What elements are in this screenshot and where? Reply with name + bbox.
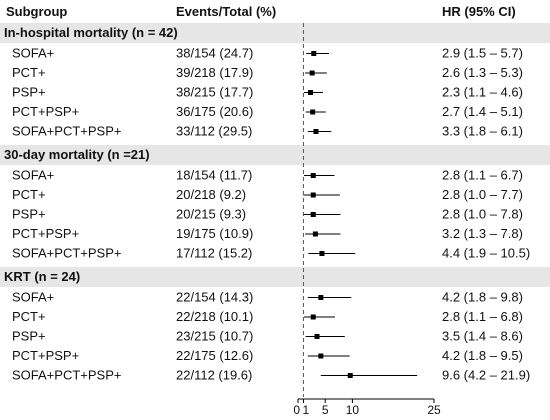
row-label: PCT+PSP+ <box>12 226 79 241</box>
row-events: 38/154 (24.7) <box>176 46 253 61</box>
hr-point <box>313 129 319 134</box>
row-label: SOFA+ <box>12 46 54 61</box>
row-label: PCT+PSP+ <box>12 348 79 363</box>
row-events: 22/154 (14.3) <box>176 290 253 305</box>
row-hr: 2.8 (1.0 – 7.8) <box>442 207 523 222</box>
row-events: 23/215 (10.7) <box>176 329 253 344</box>
hr-point <box>310 192 316 198</box>
group-title: 30-day mortality (n =21) <box>4 147 150 162</box>
column-headers: Subgroup Events/Total (%) HR (95% CI) <box>6 4 516 19</box>
events-column-header: Events/Total (%) <box>176 4 276 19</box>
group-title: KRT (n = 24) <box>4 269 80 284</box>
row-hr: 9.6 (4.2 – 21.9) <box>442 368 530 383</box>
plot-area <box>302 23 418 397</box>
x-axis: 0 1 5 10 25 <box>293 398 441 417</box>
row-hr: 4.2 (1.8 – 9.5) <box>442 348 523 363</box>
row-events: 20/215 (9.3) <box>176 207 246 222</box>
subgroup-column-header: Subgroup <box>6 4 67 19</box>
row-label: PSP+ <box>12 329 46 344</box>
row-label: PCT+ <box>12 309 46 324</box>
row-events: 38/215 (17.7) <box>176 85 253 100</box>
row-events: 18/154 (11.7) <box>176 168 252 183</box>
row-events: 17/112 (15.2) <box>176 246 252 261</box>
row-hr: 2.8 (1.1 – 6.7) <box>442 168 523 183</box>
hr-point <box>347 373 353 378</box>
row-events: 36/175 (20.6) <box>176 104 253 119</box>
hr-point <box>310 109 316 115</box>
x-tick-label: 0 <box>293 403 300 417</box>
row-hr: 2.3 (1.1 – 4.6) <box>442 85 523 100</box>
row-hr: 3.3 (1.8 – 6.1) <box>442 124 523 139</box>
row-hr: 2.7 (1.4 – 5.1) <box>442 104 523 119</box>
group-bands <box>0 23 550 287</box>
hr-point <box>318 353 324 359</box>
hr-point <box>312 231 318 237</box>
x-tick-label: 10 <box>346 403 360 417</box>
x-tick-label: 5 <box>322 403 329 417</box>
row-hr: 2.8 (1.0 – 7.7) <box>442 187 523 202</box>
row-hr: 2.6 (1.3 – 5.3) <box>442 65 523 80</box>
hr-point <box>318 295 324 300</box>
row-hr: 4.2 (1.8 – 9.8) <box>442 290 523 305</box>
row-events: 39/218 (17.9) <box>176 65 253 80</box>
row-label: PCT+ <box>12 65 46 80</box>
row-events: 22/175 (12.6) <box>176 348 253 363</box>
row-label: PSP+ <box>12 85 46 100</box>
row-events: 19/175 (10.9) <box>176 226 253 241</box>
group-band <box>0 145 550 165</box>
hr-point <box>310 212 316 217</box>
row-label: SOFA+PCT+PSP+ <box>12 368 121 383</box>
x-tick-label: 25 <box>427 403 441 417</box>
group-title: In-hospital mortality (n = 42) <box>4 25 178 40</box>
table-rows: In-hospital mortality (n = 42) SOFA+ 38/15… <box>4 25 530 383</box>
row-label: PCT+PSP+ <box>12 104 79 119</box>
group-band <box>0 23 550 43</box>
row-label: SOFA+ <box>12 290 54 305</box>
hr-point <box>310 173 316 178</box>
row-events: 20/218 (9.2) <box>176 187 246 202</box>
row-hr: 2.9 (1.5 – 5.7) <box>442 46 523 61</box>
hr-column-header: HR (95% CI) <box>442 4 516 19</box>
row-hr: 3.2 (1.3 – 7.8) <box>442 226 523 241</box>
x-tick-label: 1 <box>302 403 309 417</box>
hr-point <box>310 314 316 320</box>
hr-point <box>314 334 320 339</box>
row-label: SOFA+PCT+PSP+ <box>12 124 121 139</box>
group-band <box>0 267 550 287</box>
row-label: SOFA+PCT+PSP+ <box>12 246 121 261</box>
row-label: PCT+ <box>12 187 46 202</box>
hr-point <box>309 70 315 76</box>
row-hr: 2.8 (1.1 – 6.8) <box>442 309 523 324</box>
row-hr: 4.4 (1.9 – 10.5) <box>442 246 530 261</box>
hr-point <box>311 51 317 56</box>
row-events: 33/112 (29.5) <box>176 124 252 139</box>
hr-point <box>308 90 314 95</box>
row-hr: 3.5 (1.4 – 8.6) <box>442 329 523 344</box>
row-events: 22/218 (10.1) <box>176 309 253 324</box>
row-label: SOFA+ <box>12 168 54 183</box>
hr-point <box>319 251 325 256</box>
row-label: PSP+ <box>12 207 46 222</box>
row-events: 22/112 (19.6) <box>176 368 252 383</box>
